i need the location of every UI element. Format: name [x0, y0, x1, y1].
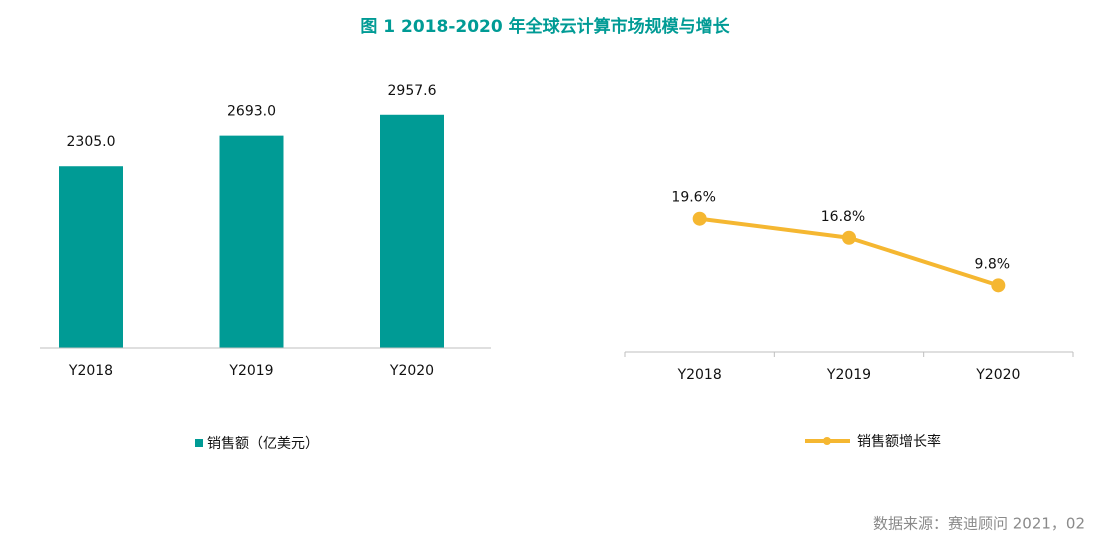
x-tick-label: Y2020	[975, 367, 1020, 383]
point	[842, 230, 856, 245]
legend-dot	[823, 437, 831, 445]
data-label: 16.8%	[821, 209, 865, 225]
data-label: 2693.0	[227, 104, 276, 120]
line	[699, 216, 999, 288]
bar	[380, 114, 444, 348]
x-tick-label: Y2018	[68, 363, 113, 379]
legend-label: 销售额（亿美元）	[207, 436, 319, 452]
title: 图 1 2018-2020 年全球云计算市场规模与增长	[360, 16, 730, 37]
bar	[59, 166, 123, 348]
x-tick-label: Y2019	[228, 363, 273, 379]
point	[692, 211, 707, 226]
x-tick-label: Y2018	[677, 367, 722, 383]
point	[991, 278, 1006, 293]
data-label: 2957.6	[388, 83, 437, 99]
legend-label: 销售额增长率	[857, 433, 941, 450]
bar	[219, 135, 284, 348]
data-label: 2305.0	[67, 134, 116, 150]
data-label: 9.8%	[975, 256, 1011, 272]
source-note: 数据来源：赛迪顾问 2021，02	[873, 515, 1085, 533]
x-tick-label: Y2020	[389, 363, 434, 379]
legend-swatch	[195, 439, 203, 447]
data-label: 19.6%	[671, 190, 715, 206]
x-tick-label: Y2019	[826, 367, 871, 383]
